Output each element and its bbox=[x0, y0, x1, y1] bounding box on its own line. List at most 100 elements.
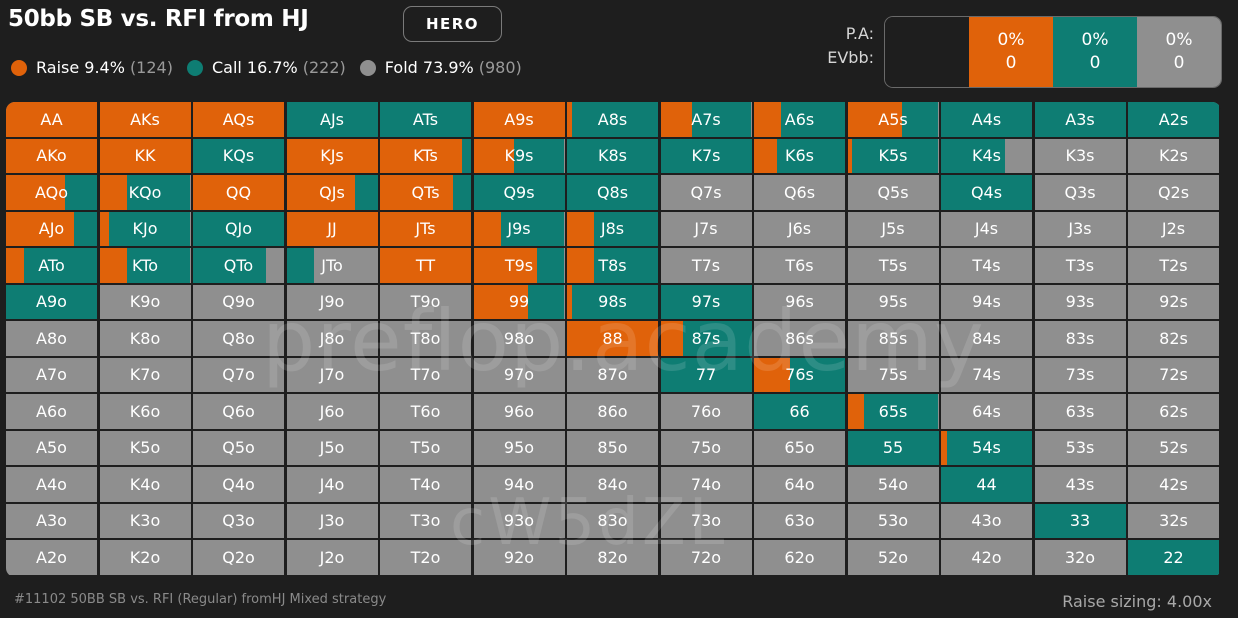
hand-cell[interactable]: 64o bbox=[754, 467, 845, 502]
hand-cell[interactable]: 87s bbox=[660, 321, 752, 356]
hand-cell[interactable]: A6o bbox=[6, 394, 97, 429]
hand-cell[interactable]: 84s bbox=[941, 321, 1032, 356]
hand-cell[interactable]: 82s bbox=[1128, 321, 1219, 356]
hand-cell[interactable]: 76s bbox=[754, 357, 845, 392]
hand-cell[interactable]: QJo bbox=[193, 211, 284, 246]
hand-cell[interactable]: 74o bbox=[660, 467, 752, 502]
hand-cell[interactable]: Q9o bbox=[193, 284, 284, 319]
hand-cell[interactable]: 86s bbox=[754, 321, 845, 356]
hand-cell[interactable]: 54o bbox=[847, 467, 939, 502]
hand-cell[interactable]: J9s bbox=[473, 211, 565, 246]
hand-cell[interactable]: KQs bbox=[193, 138, 284, 173]
hand-cell[interactable]: 66 bbox=[754, 394, 845, 429]
hand-cell[interactable]: 75o bbox=[660, 430, 752, 465]
hand-cell[interactable]: J2o bbox=[286, 540, 378, 575]
hand-cell[interactable]: K7o bbox=[99, 357, 191, 392]
hand-cell[interactable]: K2o bbox=[99, 540, 191, 575]
hand-cell[interactable]: T6o bbox=[380, 394, 471, 429]
hand-cell[interactable]: JTs bbox=[380, 211, 471, 246]
hand-cell[interactable]: T2o bbox=[380, 540, 471, 575]
hand-cell[interactable]: J4o bbox=[286, 467, 378, 502]
hand-cell[interactable]: QTs bbox=[380, 175, 471, 210]
hand-cell[interactable]: 33 bbox=[1034, 503, 1126, 538]
hero-badge[interactable]: HERO bbox=[403, 6, 502, 42]
hand-cell[interactable]: 82o bbox=[567, 540, 658, 575]
hand-cell[interactable]: 87o bbox=[567, 357, 658, 392]
hand-cell[interactable]: K9s bbox=[473, 138, 565, 173]
hand-cell[interactable]: Q6s bbox=[754, 175, 845, 210]
hand-cell[interactable]: J5s bbox=[847, 211, 939, 246]
hand-cell[interactable]: J8s bbox=[567, 211, 658, 246]
hand-cell[interactable]: KK bbox=[99, 138, 191, 173]
hand-cell[interactable]: Q7o bbox=[193, 357, 284, 392]
hand-cell[interactable]: T7o bbox=[380, 357, 471, 392]
hand-cell[interactable]: A2o bbox=[6, 540, 97, 575]
hand-cell[interactable]: 85o bbox=[567, 430, 658, 465]
hand-cell[interactable]: A8s bbox=[567, 102, 658, 137]
hand-cell[interactable]: 54s bbox=[941, 430, 1032, 465]
hand-cell[interactable]: 63s bbox=[1034, 394, 1126, 429]
hand-cell[interactable]: 95o bbox=[473, 430, 565, 465]
hand-cell[interactable]: 42s bbox=[1128, 467, 1219, 502]
hand-cell[interactable]: ATs bbox=[380, 102, 471, 137]
hand-cell[interactable]: AKs bbox=[99, 102, 191, 137]
hand-cell[interactable]: J8o bbox=[286, 321, 378, 356]
hand-cell[interactable]: A4s bbox=[941, 102, 1032, 137]
hand-cell[interactable]: K9o bbox=[99, 284, 191, 319]
hand-cell[interactable]: K4s bbox=[941, 138, 1032, 173]
hand-cell[interactable]: AJs bbox=[286, 102, 378, 137]
hand-cell[interactable]: QQ bbox=[193, 175, 284, 210]
hand-cell[interactable]: AQo bbox=[6, 175, 97, 210]
hand-cell[interactable]: 88 bbox=[567, 321, 658, 356]
hand-cell[interactable]: AQs bbox=[193, 102, 284, 137]
hand-cell[interactable]: TT bbox=[380, 248, 471, 283]
hand-cell[interactable]: J2s bbox=[1128, 211, 1219, 246]
hand-cell[interactable]: T3o bbox=[380, 503, 471, 538]
hand-cell[interactable]: KTo bbox=[99, 248, 191, 283]
hand-cell[interactable]: 94o bbox=[473, 467, 565, 502]
hand-cell[interactable]: 32s bbox=[1128, 503, 1219, 538]
hand-cell[interactable]: T4o bbox=[380, 467, 471, 502]
hand-cell[interactable]: J6s bbox=[754, 211, 845, 246]
hand-cell[interactable]: Q3o bbox=[193, 503, 284, 538]
hand-cell[interactable]: 98o bbox=[473, 321, 565, 356]
hand-cell[interactable]: J5o bbox=[286, 430, 378, 465]
hand-cell[interactable]: Q6o bbox=[193, 394, 284, 429]
hand-cell[interactable]: Q7s bbox=[660, 175, 752, 210]
hand-cell[interactable]: T6s bbox=[754, 248, 845, 283]
hand-cell[interactable]: 42o bbox=[941, 540, 1032, 575]
hand-cell[interactable]: A4o bbox=[6, 467, 97, 502]
hand-cell[interactable]: 43o bbox=[941, 503, 1032, 538]
hand-cell[interactable]: A5s bbox=[847, 102, 939, 137]
hand-cell[interactable]: JJ bbox=[286, 211, 378, 246]
hand-cell[interactable]: AA bbox=[6, 102, 97, 137]
hand-cell[interactable]: 53o bbox=[847, 503, 939, 538]
hand-cell[interactable]: T9o bbox=[380, 284, 471, 319]
hand-cell[interactable]: J9o bbox=[286, 284, 378, 319]
hand-cell[interactable]: JTo bbox=[286, 248, 378, 283]
hand-cell[interactable]: 62o bbox=[754, 540, 845, 575]
hand-cell[interactable]: 73o bbox=[660, 503, 752, 538]
hand-cell[interactable]: T4s bbox=[941, 248, 1032, 283]
hand-cell[interactable]: QTo bbox=[193, 248, 284, 283]
hand-cell[interactable]: K4o bbox=[99, 467, 191, 502]
hand-cell[interactable]: 44 bbox=[941, 467, 1032, 502]
hand-cell[interactable]: T2s bbox=[1128, 248, 1219, 283]
hand-cell[interactable]: J7o bbox=[286, 357, 378, 392]
hand-cell[interactable]: K2s bbox=[1128, 138, 1219, 173]
hand-cell[interactable]: A3o bbox=[6, 503, 97, 538]
hand-cell[interactable]: Q2o bbox=[193, 540, 284, 575]
hand-cell[interactable]: A6s bbox=[754, 102, 845, 137]
hand-cell[interactable]: K3o bbox=[99, 503, 191, 538]
hand-cell[interactable]: ATo bbox=[6, 248, 97, 283]
hand-cell[interactable]: 96o bbox=[473, 394, 565, 429]
hand-cell[interactable]: Q8s bbox=[567, 175, 658, 210]
hand-cell[interactable]: K8s bbox=[567, 138, 658, 173]
hand-cell[interactable]: 76o bbox=[660, 394, 752, 429]
hand-cell[interactable]: AKo bbox=[6, 138, 97, 173]
hand-cell[interactable]: Q8o bbox=[193, 321, 284, 356]
hand-cell[interactable]: 62s bbox=[1128, 394, 1219, 429]
hand-cell[interactable]: 52s bbox=[1128, 430, 1219, 465]
hand-cell[interactable]: 92o bbox=[473, 540, 565, 575]
hand-cell[interactable]: 55 bbox=[847, 430, 939, 465]
